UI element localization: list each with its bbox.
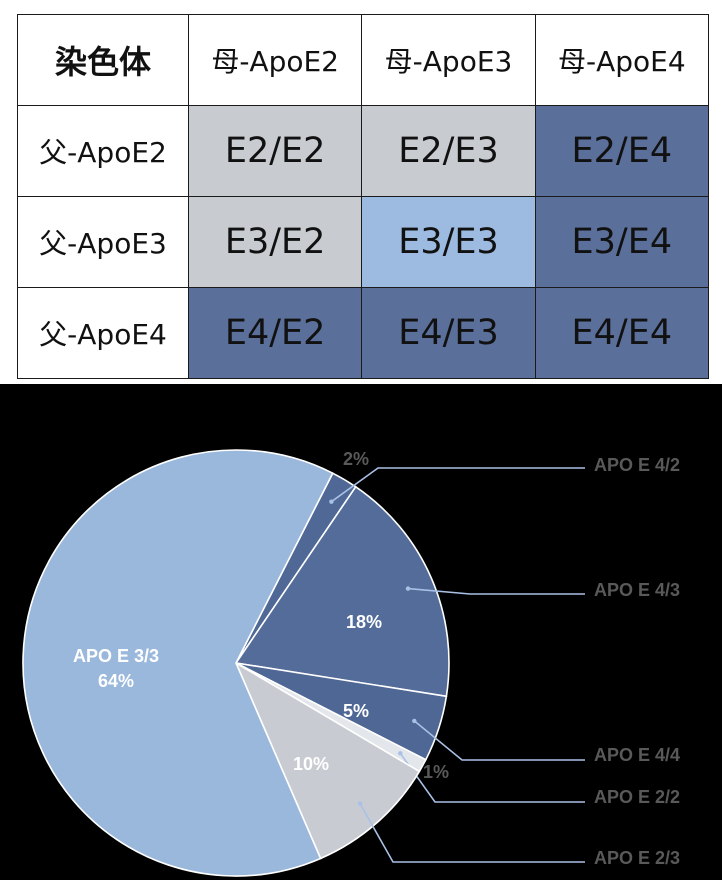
column-header-mother-apoe3: 母-ApoE3 [361, 14, 536, 106]
slice-percent-label: 2% [343, 449, 369, 469]
table-header-row: 染色体 母-ApoE2 母-ApoE3 母-ApoE4 [17, 14, 710, 106]
leader-line [407, 587, 585, 595]
slice-percent-label: 5% [343, 701, 369, 721]
genotype-table-panel: 染色体 母-ApoE2 母-ApoE3 母-ApoE4 父-ApoE2 E2/E… [0, 0, 722, 384]
leader-dot [405, 586, 411, 591]
column-header-mother-apoe2: 母-ApoE2 [187, 14, 363, 106]
leader-line [330, 467, 585, 503]
pie-chart-panel: 2% APO E 4/2 18% APO E 4/3 5% APO E 4/4 1% APO … [0, 384, 722, 880]
genotype-cell: E4/E4 [534, 287, 710, 379]
slice-percent-label: 18% [346, 612, 382, 632]
genotype-cell: E4/E2 [187, 287, 363, 379]
legend-label: APO E 2/3 [594, 848, 680, 868]
legend-label: APO E 4/3 [594, 580, 680, 600]
row-header-father-apoe4: 父-ApoE4 [17, 287, 189, 379]
pie-slice [234, 485, 450, 698]
genotype-cell: E4/E3 [361, 287, 536, 379]
genotype-cell: E2/E3 [361, 105, 536, 197]
leader-line [359, 803, 585, 863]
pie-slice [234, 661, 421, 860]
row-header-father-apoe2: 父-ApoE2 [17, 105, 189, 197]
genotype-cell: E2/E4 [534, 105, 710, 197]
legend-label: APO E 4/4 [594, 745, 680, 765]
genotype-cell: E3/E2 [187, 196, 363, 288]
slice-percent-label: 1% [423, 762, 449, 782]
row-header-father-apoe3: 父-ApoE3 [17, 196, 189, 288]
pie-chart: 2% APO E 4/2 18% APO E 4/3 5% APO E 4/4 1% APO … [22, 449, 680, 877]
table-row: 父-ApoE4 E4/E2 E4/E3 E4/E4 [17, 287, 710, 379]
leader-line [413, 720, 585, 761]
genotype-cell: E3/E4 [534, 196, 710, 288]
table-row: 父-ApoE2 E2/E2 E2/E3 E2/E4 [17, 105, 710, 197]
legend-label: APO E 2/2 [594, 787, 680, 807]
column-header-mother-apoe4: 母-ApoE4 [534, 14, 710, 106]
legend-label: APO E 4/2 [594, 455, 680, 475]
slice-percent-label: 64% [98, 671, 134, 691]
table-corner-header: 染色体 [17, 14, 189, 106]
genotype-cell: E3/E3 [361, 196, 536, 288]
genotype-table: 染色体 母-ApoE2 母-ApoE3 母-ApoE4 父-ApoE2 E2/E… [17, 14, 710, 379]
slice-name-label: APO E 3/3 [73, 646, 159, 666]
genotype-cell: E2/E2 [187, 105, 363, 197]
slice-percent-label: 10% [293, 754, 329, 774]
pie-slice [22, 449, 334, 877]
table-row: 父-ApoE3 E3/E2 E3/E3 E3/E4 [17, 196, 710, 288]
